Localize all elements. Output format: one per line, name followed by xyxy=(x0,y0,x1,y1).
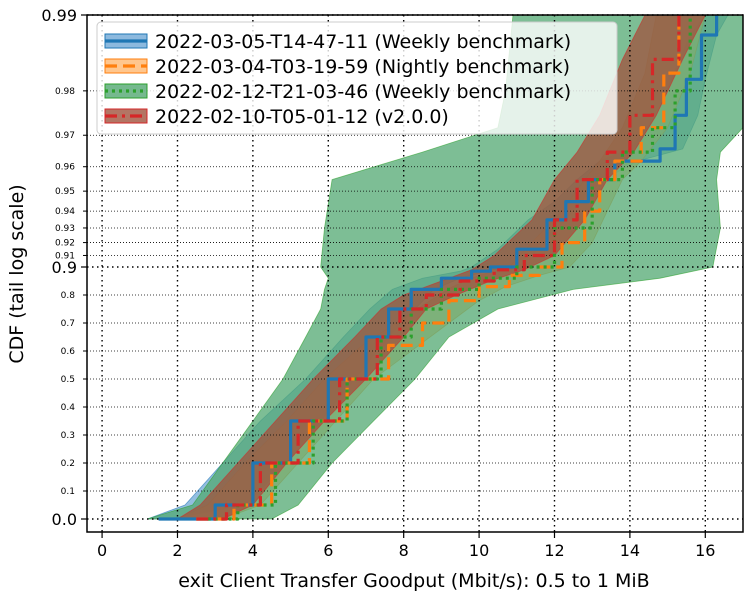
y-minor-tick-label: 0.6 xyxy=(61,347,76,357)
x-tick-label: 2 xyxy=(172,541,182,560)
legend-label: 2022-03-04-T03-19-59 (Nightly benchmark) xyxy=(155,56,570,78)
y-tick-label: 0.99 xyxy=(41,6,77,25)
x-axis-title: exit Client Transfer Goodput (Mbit/s): 0… xyxy=(178,570,649,592)
series-lines xyxy=(158,15,719,521)
y-minor-tick-label: 0.91 xyxy=(55,251,75,261)
x-tick-label: 6 xyxy=(323,541,333,560)
y-tick-label: 0.9 xyxy=(52,258,77,277)
series-line xyxy=(196,15,681,521)
y-axis-title: CDF (tail log scale) xyxy=(6,184,28,363)
legend-label: 2022-03-05-T14-47-11 (Weekly benchmark) xyxy=(155,31,571,53)
y-minor-tick-label: 0.95 xyxy=(55,187,75,197)
y-minor-tick-label: 0.92 xyxy=(55,239,75,249)
y-axis-ticks: 0.0 0.9 0.99 0.1 0.2 0.3 0.4 0.5 0.6 0.7 0.8 0.91 0.… xyxy=(41,6,87,529)
y-minor-tick-label: 0.94 xyxy=(55,207,75,217)
legend-label: 2022-02-12-T21-03-46 (Weekly benchmark) xyxy=(155,81,571,103)
x-axis-ticks: 0 2 4 6 8 10 12 14 16 xyxy=(97,532,715,560)
y-tick-label: 0.0 xyxy=(52,510,77,529)
legend-box xyxy=(96,21,618,135)
y-minor-tick-label: 0.98 xyxy=(55,87,75,97)
y-minor-tick-label: 0.93 xyxy=(55,224,75,234)
x-tick-label: 10 xyxy=(469,541,489,560)
x-tick-label: 14 xyxy=(620,541,640,560)
legend-label: 2022-02-10-T05-01-12 (v2.0.0) xyxy=(155,106,449,128)
x-tick-label: 16 xyxy=(695,541,715,560)
y-minor-tick-label: 0.97 xyxy=(55,131,75,141)
x-tick-label: 12 xyxy=(544,541,564,560)
series-line xyxy=(207,15,692,521)
legend: 2022-03-05-T14-47-11 (Weekly benchmark) 2… xyxy=(96,21,618,135)
confidence-band xyxy=(176,15,706,520)
y-minor-tick-label: 0.3 xyxy=(61,431,75,441)
x-tick-label: 8 xyxy=(399,541,409,560)
y-minor-tick-label: 0.96 xyxy=(55,163,75,173)
y-minor-tick-label: 0.5 xyxy=(61,375,75,385)
y-minor-tick-label: 0.8 xyxy=(61,291,76,301)
y-minor-tick-label: 0.2 xyxy=(61,459,75,469)
y-minor-tick-label: 0.4 xyxy=(61,403,76,413)
x-tick-label: 4 xyxy=(248,541,258,560)
x-tick-label: 0 xyxy=(97,541,107,560)
y-minor-tick-label: 0.7 xyxy=(61,319,75,329)
y-minor-tick-label: 0.1 xyxy=(61,487,75,497)
plot-frame xyxy=(86,14,744,533)
